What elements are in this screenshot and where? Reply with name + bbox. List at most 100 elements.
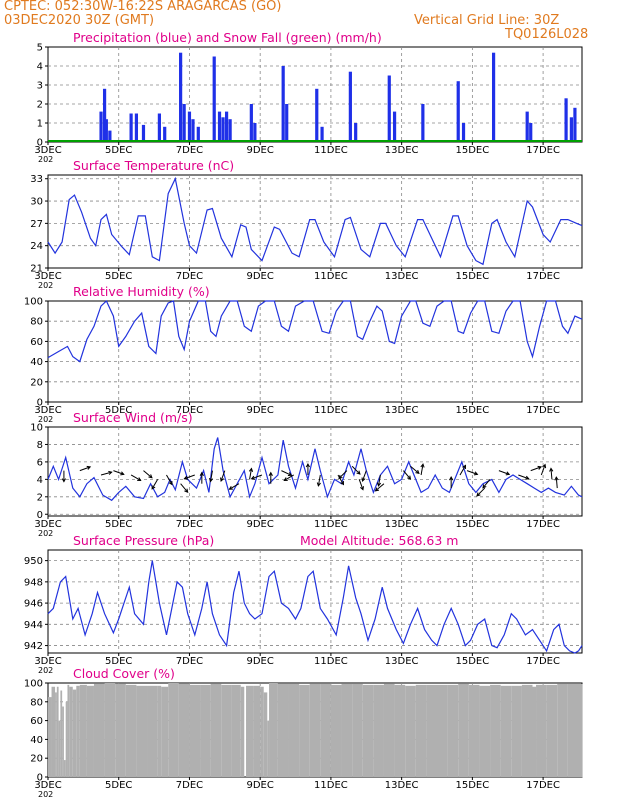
precip-bar <box>461 123 466 142</box>
wind-arrow <box>143 470 153 479</box>
cloud-bar <box>490 684 501 777</box>
panel-title: Cloud Cover (%) <box>73 666 175 681</box>
x-year-label: 202 <box>38 155 53 164</box>
wind-arrow-shaft <box>378 474 381 486</box>
cloud-bar <box>231 684 241 777</box>
wind-arrow-head <box>228 485 233 490</box>
y-tick-label: 5 <box>37 43 43 54</box>
precip-bar <box>182 104 186 142</box>
wind-arrow <box>228 483 240 490</box>
cloud-bar <box>210 683 222 777</box>
precip-bar <box>217 111 222 142</box>
wind-arrow <box>283 474 295 482</box>
plot-frame <box>47 549 583 654</box>
x-tick-label: 7DEC <box>176 271 203 282</box>
wind-arrow <box>316 474 321 487</box>
cloud-bar <box>362 684 374 777</box>
wind-arrow-head <box>420 463 425 468</box>
wind-arrow-head <box>61 478 67 483</box>
cloud-bar <box>62 706 64 777</box>
y-tick-label: 20 <box>30 754 43 765</box>
x-tick-label: 17DEC <box>526 145 560 156</box>
wind-arrow-head <box>549 467 554 472</box>
panel-title: Surface Pressure (hPa) <box>73 533 214 548</box>
precip-bar <box>129 113 133 142</box>
precip-bar <box>573 107 577 142</box>
x-tick-label: 9DEC <box>246 145 273 156</box>
precip-bar <box>221 117 225 142</box>
precip-bar <box>102 88 107 142</box>
precip-bar <box>187 111 192 142</box>
header-grid-line: Vertical Grid Line: 30Z <box>414 13 560 28</box>
cloud-bar <box>157 685 162 777</box>
x-tick-label: 7DEC <box>176 405 203 416</box>
x-tick-label: 3DEC <box>34 780 61 791</box>
x-tick-label: 17DEC <box>526 780 560 791</box>
wind-arrow-head <box>120 471 125 476</box>
wind-arrow-shaft <box>459 465 466 476</box>
precip-bar <box>224 111 229 142</box>
wind-arrow <box>459 464 467 476</box>
wind-arrow-head <box>449 476 454 481</box>
panel-temp: 21 24 27 30 33 3DEC 5DEC 7DEC 9DEC 11DEC 13DEC 15DE… <box>30 158 583 290</box>
wind-arrow <box>554 476 559 489</box>
wind-arrow <box>549 467 554 480</box>
cloud-bar <box>269 683 278 777</box>
panel-title: Surface Wind (m/s) <box>73 410 193 425</box>
x-tick-label: 9DEC <box>246 780 273 791</box>
y-tick-label: 0 <box>37 398 43 409</box>
cloud-bar <box>309 683 321 777</box>
cloud-bar <box>458 683 469 777</box>
y-tick-label: 950 <box>24 556 43 567</box>
header-date: 03DEC2020 30Z (GMT) <box>4 13 155 28</box>
wind-arrow-shaft <box>184 474 195 480</box>
cloud-bar <box>394 684 406 777</box>
x-tick-label: 5DEC <box>105 656 132 667</box>
y-tick-label: 3 <box>37 81 43 92</box>
y-tick-label: 2 <box>37 100 43 111</box>
wind-arrow <box>476 487 486 497</box>
x-year-label: 202 <box>38 666 53 675</box>
x-tick-label: 15DEC <box>456 656 490 667</box>
header-model-code: TQ0126L028 <box>505 27 589 42</box>
wind-arrow <box>420 463 425 476</box>
wind-arrow-shaft <box>337 474 344 485</box>
rh-line <box>47 299 583 363</box>
y-tick-label: 0 <box>37 773 43 784</box>
precip-bar <box>569 117 573 142</box>
y-tick-label: 10 <box>30 423 43 434</box>
plot-frame <box>47 300 583 403</box>
x-tick-label: 13DEC <box>385 519 419 530</box>
plot-frame <box>47 426 583 517</box>
wind-arrow <box>410 465 420 475</box>
cloud-bar <box>69 686 73 777</box>
panel-title: Precipitation (blue) and Snow Fall (gree… <box>73 30 382 45</box>
cloud-bar <box>63 760 66 777</box>
x-year-label: 202 <box>38 281 53 290</box>
wind-arrow-shaft <box>220 470 226 482</box>
x-tick-label: 11DEC <box>314 271 348 282</box>
x-tick-label: 7DEC <box>176 780 203 791</box>
precip-bar <box>108 130 112 142</box>
wind-arrow-shaft <box>284 474 295 481</box>
y-tick-label: 24 <box>30 241 43 252</box>
precip-bar <box>141 124 146 142</box>
wind-arrow-shaft <box>498 470 510 475</box>
wind-arrow <box>166 474 173 486</box>
wind-arrow-head <box>476 492 481 497</box>
wind-arrow <box>540 463 547 476</box>
y-tick-label: 1 <box>37 119 43 130</box>
cloud-bar <box>341 683 353 777</box>
wind-arrow-head <box>268 471 273 477</box>
x-tick-label: 3DEC <box>34 405 61 416</box>
wind-arrow <box>151 479 159 490</box>
wind-arrow <box>281 470 293 476</box>
y-tick-label: 33 <box>30 174 43 185</box>
precip-bar <box>525 111 529 142</box>
x-year-label: 202 <box>38 529 53 538</box>
cloud-bar <box>189 684 201 777</box>
wind-arrow-head <box>283 477 288 482</box>
x-year-label: 202 <box>38 415 53 424</box>
wind-arrow-head <box>184 488 189 493</box>
precip-bar <box>285 104 289 142</box>
